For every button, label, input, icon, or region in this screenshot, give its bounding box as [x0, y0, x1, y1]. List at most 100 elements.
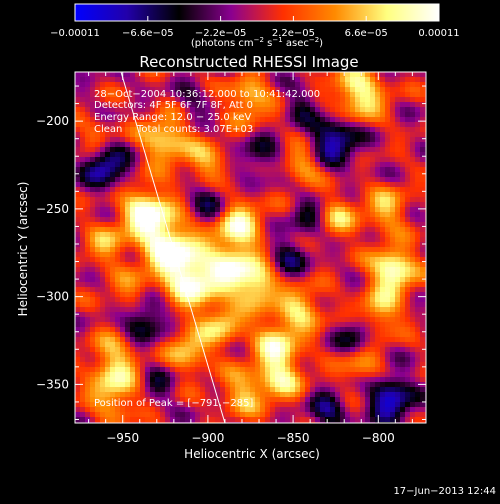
heatmap-cell — [345, 377, 351, 383]
heatmap-cell — [275, 147, 281, 153]
heatmap-cell — [80, 197, 86, 203]
heatmap-cell — [380, 132, 386, 138]
heatmap-cell — [280, 352, 286, 358]
heatmap-cell — [235, 192, 241, 198]
heatmap-cell — [170, 232, 176, 238]
heatmap-cell — [230, 82, 236, 88]
heatmap-cell — [105, 347, 111, 353]
heatmap-cell — [280, 137, 286, 143]
heatmap-cell — [230, 307, 236, 313]
heatmap-cell — [415, 272, 421, 278]
heatmap-cell — [265, 257, 271, 263]
heatmap-cell — [130, 202, 136, 208]
heatmap-cell — [95, 157, 101, 163]
heatmap-cell — [365, 132, 371, 138]
heatmap-cell — [260, 377, 266, 383]
heatmap-cell — [150, 357, 156, 363]
heatmap-cell — [265, 107, 271, 113]
heatmap-cell — [370, 147, 376, 153]
heatmap-cell — [260, 237, 266, 243]
heatmap-cell — [290, 112, 296, 118]
heatmap-cell — [90, 192, 96, 198]
heatmap-cell — [185, 362, 191, 368]
heatmap-cell — [155, 257, 161, 263]
heatmap-cell — [100, 417, 106, 423]
heatmap-cell — [215, 362, 221, 368]
heatmap-cell — [315, 357, 321, 363]
heatmap-cell — [125, 167, 131, 173]
heatmap-cell — [165, 297, 171, 303]
heatmap-cell — [85, 332, 91, 338]
heatmap-cell — [115, 337, 121, 343]
heatmap-cell — [285, 357, 291, 363]
heatmap-cell — [360, 267, 366, 273]
heatmap-cell — [320, 182, 326, 188]
heatmap-cell — [375, 142, 381, 148]
heatmap-cell — [365, 137, 371, 143]
heatmap-cell — [315, 302, 321, 308]
heatmap-cell — [385, 372, 391, 378]
heatmap-cell — [370, 372, 376, 378]
heatmap-cell — [300, 192, 306, 198]
heatmap-cell — [400, 202, 406, 208]
heatmap-cell — [110, 372, 116, 378]
heatmap-cell — [365, 397, 371, 403]
heatmap-cell — [350, 232, 356, 238]
heatmap-cell — [110, 167, 116, 173]
heatmap-cell — [225, 157, 231, 163]
heatmap-cell — [115, 317, 121, 323]
heatmap-cell — [215, 192, 221, 198]
heatmap-cell — [415, 347, 421, 353]
heatmap-cell — [410, 377, 416, 383]
heatmap-cell — [395, 412, 401, 418]
heatmap-cell — [205, 277, 211, 283]
heatmap-cell — [215, 327, 221, 333]
heatmap-cell — [85, 82, 91, 88]
heatmap-cell — [125, 127, 131, 133]
heatmap-cell — [90, 137, 96, 143]
heatmap-cell — [185, 157, 191, 163]
heatmap-cell — [305, 402, 311, 408]
heatmap-cell — [355, 187, 361, 193]
heatmap-cell — [320, 247, 326, 253]
heatmap-cell — [220, 392, 226, 398]
heatmap-cell — [335, 257, 341, 263]
heatmap-cell — [310, 122, 316, 128]
heatmap-cell — [295, 322, 301, 328]
heatmap-cell — [200, 192, 206, 198]
heatmap-cell — [325, 302, 331, 308]
heatmap-cell — [125, 342, 131, 348]
heatmap-cell — [100, 272, 106, 278]
heatmap-cell — [215, 367, 221, 373]
heatmap-cell — [195, 367, 201, 373]
heatmap-cell — [340, 87, 346, 93]
heatmap-cell — [325, 162, 331, 168]
heatmap-cell — [135, 162, 141, 168]
heatmap-cell — [315, 167, 321, 173]
heatmap-cell — [325, 322, 331, 328]
heatmap-cell — [275, 242, 281, 248]
heatmap-cell — [295, 362, 301, 368]
heatmap-cell — [180, 322, 186, 328]
heatmap-cell — [175, 212, 181, 218]
heatmap-cell — [335, 157, 341, 163]
heatmap-cell — [250, 192, 256, 198]
heatmap-cell — [175, 362, 181, 368]
heatmap-cell — [145, 197, 151, 203]
heatmap-cell — [295, 177, 301, 183]
heatmap-cell — [80, 377, 86, 383]
heatmap-cell — [85, 387, 91, 393]
heatmap-cell — [170, 227, 176, 233]
heatmap-cell — [355, 212, 361, 218]
heatmap-cell — [80, 287, 86, 293]
heatmap-cell — [360, 222, 366, 228]
heatmap-cell — [195, 187, 201, 193]
unit-exp-3: −2 — [309, 36, 319, 44]
heatmap-cell — [365, 322, 371, 328]
heatmap-cell — [330, 377, 336, 383]
heatmap-cell — [320, 377, 326, 383]
heatmap-cell — [400, 182, 406, 188]
heatmap-cell — [350, 392, 356, 398]
heatmap-cell — [350, 277, 356, 283]
heatmap-cell — [155, 212, 161, 218]
